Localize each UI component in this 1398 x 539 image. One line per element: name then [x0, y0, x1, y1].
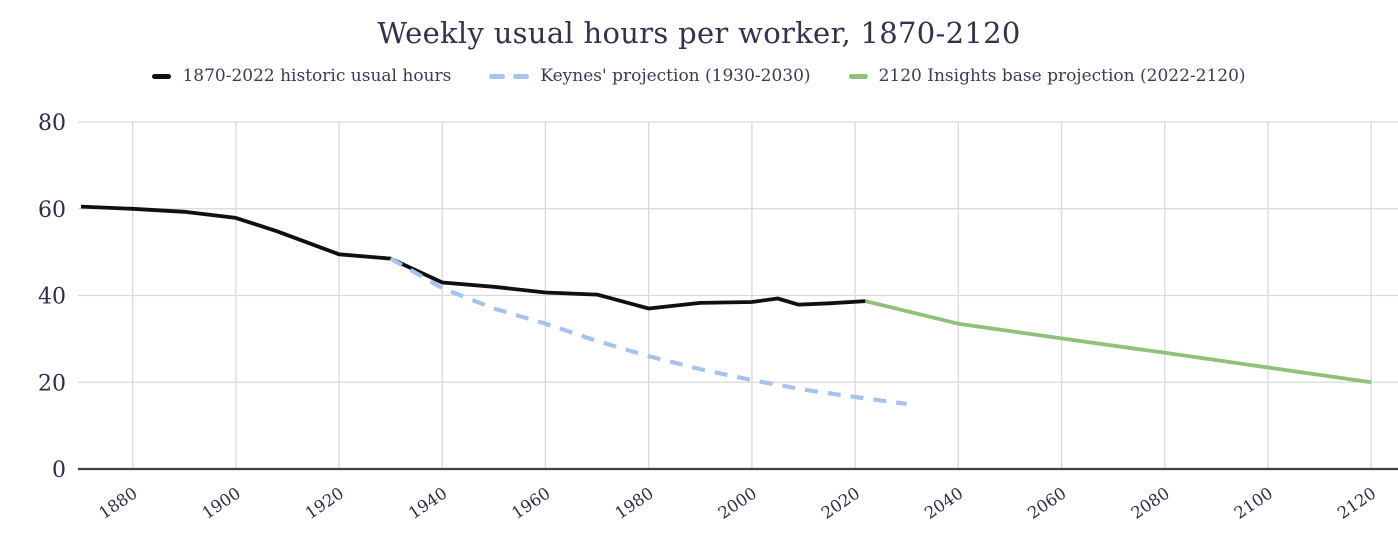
- legend-line-swatch-icon: [152, 73, 172, 79]
- x-tick-label: 1920: [302, 484, 347, 523]
- legend-dash-segment-icon: [489, 73, 506, 79]
- legend-dash-segment-icon: [513, 73, 530, 79]
- x-tick-label: 1960: [508, 484, 553, 523]
- keynes-projection-line: [389, 256, 907, 406]
- legend-item: 2120 Insights base projection (2022-2120…: [848, 66, 1246, 86]
- y-tick-labels: 0 20 40 60 80: [38, 111, 66, 483]
- y-tick-label: 0: [52, 458, 66, 483]
- legend-item-label: 2120 Insights base projection (2022-2120…: [878, 66, 1246, 86]
- y-tick-label: 40: [38, 285, 66, 310]
- y-tick-label: 20: [38, 371, 66, 396]
- x-tick-label: 1940: [405, 484, 450, 523]
- historic-line: [80, 204, 866, 311]
- x-tick-label: 2040: [921, 484, 966, 523]
- base-projection-line: [864, 299, 1372, 385]
- legend-line-swatch-icon: [848, 73, 868, 79]
- x-tick-label: 1900: [199, 484, 244, 523]
- x-tick-label: 1980: [611, 484, 656, 523]
- x-tick-label: 2120: [1334, 484, 1379, 523]
- legend-item: Keynes' projection (1930-2030): [489, 66, 811, 86]
- legend-dashed-line-icon: [489, 73, 530, 79]
- legend-item: 1870-2022 historic usual hours: [152, 66, 451, 86]
- y-tick-label: 60: [38, 198, 66, 223]
- chart-title: Weekly usual hours per worker, 1870-2120: [377, 16, 1021, 50]
- x-tick-labels: 1880 1900 1920 1940 1960 1980 2000 2020 2040 2060…: [95, 484, 1379, 523]
- legend-item-label: Keynes' projection (1930-2030): [540, 66, 811, 86]
- x-tick-label: 2080: [1128, 484, 1173, 523]
- x-tick-label: 2060: [1024, 484, 1069, 523]
- chart-legend: 1870-2022 historic usual hours Keynes' pr…: [0, 66, 1398, 86]
- x-tick-label: 2020: [818, 484, 863, 523]
- x-tick-label: 2000: [715, 484, 760, 523]
- legend-item-label: 1870-2022 historic usual hours: [182, 66, 452, 86]
- x-tick-label: 1880: [95, 484, 140, 523]
- y-tick-label: 80: [38, 111, 66, 136]
- x-tick-label: 2100: [1231, 484, 1276, 523]
- y-gridlines: [78, 121, 1398, 383]
